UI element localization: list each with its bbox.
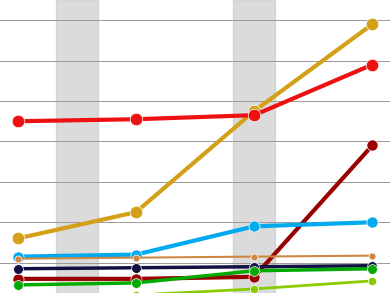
Bar xyxy=(233,0,275,293)
Bar xyxy=(55,0,98,293)
